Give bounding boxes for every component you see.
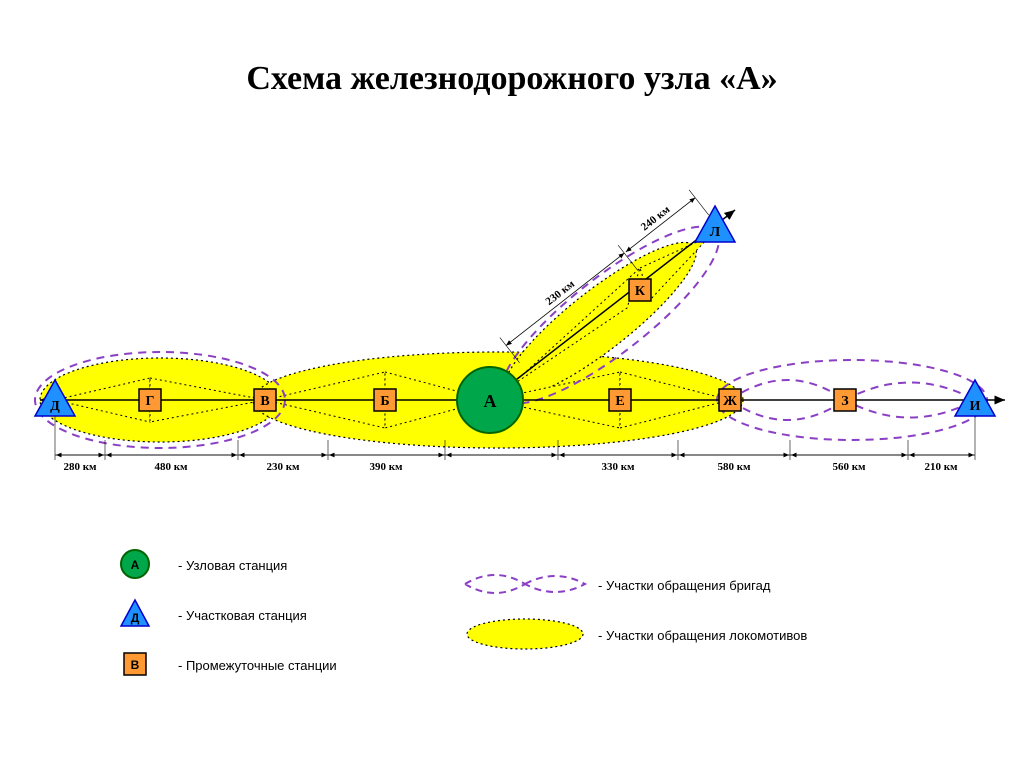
node-K: К bbox=[629, 279, 651, 301]
legend-intermediate: В - Промежуточные станции bbox=[100, 640, 460, 690]
svg-text:Ж: Ж bbox=[723, 394, 737, 409]
svg-text:560 км: 560 км bbox=[832, 461, 866, 473]
node-G: Г bbox=[139, 389, 161, 411]
legend: А - Узловая станция Д - Участковая станц… bbox=[100, 540, 920, 690]
loco-zone-icon bbox=[460, 614, 590, 654]
svg-text:Д: Д bbox=[50, 399, 60, 414]
svg-text:480 км: 480 км bbox=[154, 461, 188, 473]
svg-text:Л: Л bbox=[710, 225, 721, 240]
svg-text:Е: Е bbox=[615, 394, 624, 409]
svg-text:330 км: 330 км bbox=[601, 461, 635, 473]
diagram-canvas: 280 км 480 км 230 км 390 км 390 км 330 к… bbox=[0, 0, 1024, 540]
svg-text:К: К bbox=[635, 284, 646, 299]
svg-text:Г: Г bbox=[146, 394, 155, 409]
legend-section-text: - Участковая станция bbox=[178, 608, 307, 623]
node-B: Б bbox=[374, 389, 396, 411]
legend-brigade-text: - Участки обращения бригад bbox=[598, 578, 770, 593]
svg-text:В: В bbox=[260, 394, 269, 409]
svg-text:390 км: 390 км bbox=[369, 461, 403, 473]
hub-icon: А bbox=[115, 544, 155, 584]
svg-text:580 км: 580 км bbox=[717, 461, 751, 473]
triangle-icon: Д bbox=[115, 594, 155, 634]
svg-text:А: А bbox=[484, 391, 497, 411]
legend-intermediate-text: - Промежуточные станции bbox=[178, 658, 337, 673]
brigade-zone-icon bbox=[460, 564, 590, 604]
legend-loco-text: - Участки обращения локомотивов bbox=[598, 628, 807, 643]
svg-text:280 км: 280 км bbox=[63, 461, 97, 473]
node-Z: З bbox=[834, 389, 856, 411]
svg-text:И: И bbox=[970, 399, 981, 414]
svg-text:А: А bbox=[131, 558, 140, 572]
node-V: В bbox=[254, 389, 276, 411]
svg-text:В: В bbox=[131, 658, 140, 672]
node-L: Л bbox=[695, 206, 735, 242]
svg-text:210 км: 210 км bbox=[924, 461, 958, 473]
legend-loco: - Участки обращения локомотивов bbox=[460, 610, 920, 660]
svg-text:З: З bbox=[841, 394, 848, 409]
square-icon: В bbox=[115, 644, 155, 684]
svg-text:Д: Д bbox=[131, 611, 140, 625]
legend-brigade: - Участки обращения бригад bbox=[460, 560, 920, 610]
legend-hub: А - Узловая станция bbox=[100, 540, 460, 590]
node-E: Е bbox=[609, 389, 631, 411]
legend-hub-text: - Узловая станция bbox=[178, 558, 287, 573]
node-Zh: Ж bbox=[719, 389, 741, 411]
node-I: И bbox=[955, 380, 995, 416]
svg-text:Б: Б bbox=[380, 394, 389, 409]
svg-text:230 км: 230 км bbox=[266, 461, 300, 473]
node-A: А bbox=[457, 367, 523, 433]
legend-section: Д - Участковая станция bbox=[100, 590, 460, 640]
